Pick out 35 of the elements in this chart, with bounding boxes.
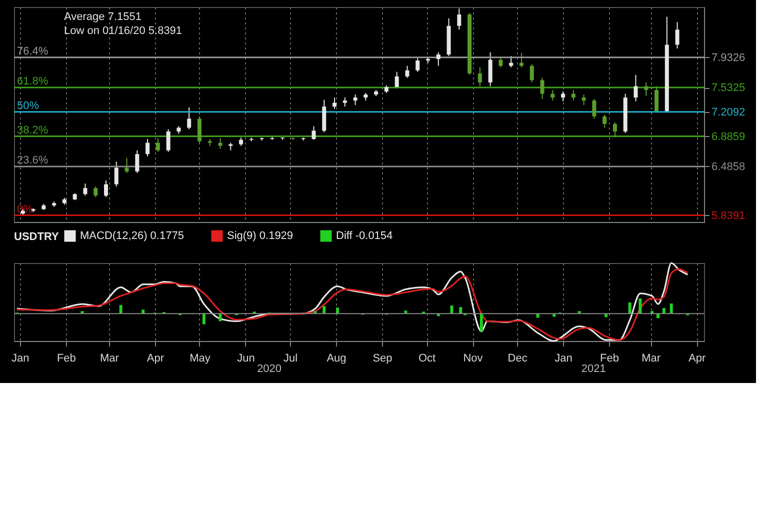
annotation: Low on 01/16/20 5.8391 [64, 25, 182, 37]
x-tick-label: Sep [372, 352, 392, 364]
x-tick-label: Mar [642, 352, 661, 364]
text: 2020 [257, 363, 282, 375]
x-tick-label: Jun [237, 352, 255, 364]
legend-label: Diff -0.0154 [336, 230, 393, 242]
x-tick-label: Oct [418, 352, 436, 364]
x-tick-label: Feb [600, 352, 620, 364]
annotation: Average 7.1551 [64, 11, 142, 23]
x-tick-label: Dec [508, 352, 528, 364]
x-tick-label: Mar [100, 352, 120, 364]
annotation: 61.8% [17, 76, 48, 88]
annotation: 38.2% [17, 124, 48, 136]
y-tick-label: 6.4858 [712, 160, 746, 173]
x-tick-label: Jul [283, 352, 298, 364]
legend-title: USDTRY [14, 231, 60, 243]
x-tick-label: May [190, 352, 211, 364]
y-tick-label: 7.2092 [712, 106, 746, 118]
x-tick-label: Jan [554, 352, 572, 364]
annotation: 50% [17, 100, 40, 112]
annotation: 23.6% [17, 154, 48, 166]
x-tick-label: Feb [56, 352, 76, 364]
y-tick-label: 7.9326 [712, 52, 746, 64]
x-tick-label: Jan [12, 352, 30, 364]
legend-label: Sig(9) 0.1929 [227, 230, 294, 242]
x-tick-label: Apr [146, 352, 164, 364]
x-tick-label: Apr [688, 352, 706, 364]
x-tick-label: Nov [463, 352, 484, 364]
annotation: 76.4% [17, 45, 48, 58]
y-tick-label: 7.5325 [712, 82, 746, 94]
legend-label: MACD(12,26) 0.1775 [80, 230, 184, 242]
y-tick-label: 6.8859 [712, 130, 746, 143]
y-tick-label: 5.8391 [712, 210, 746, 222]
x-tick-label: Aug [326, 352, 346, 364]
text: 2021 [581, 363, 606, 375]
